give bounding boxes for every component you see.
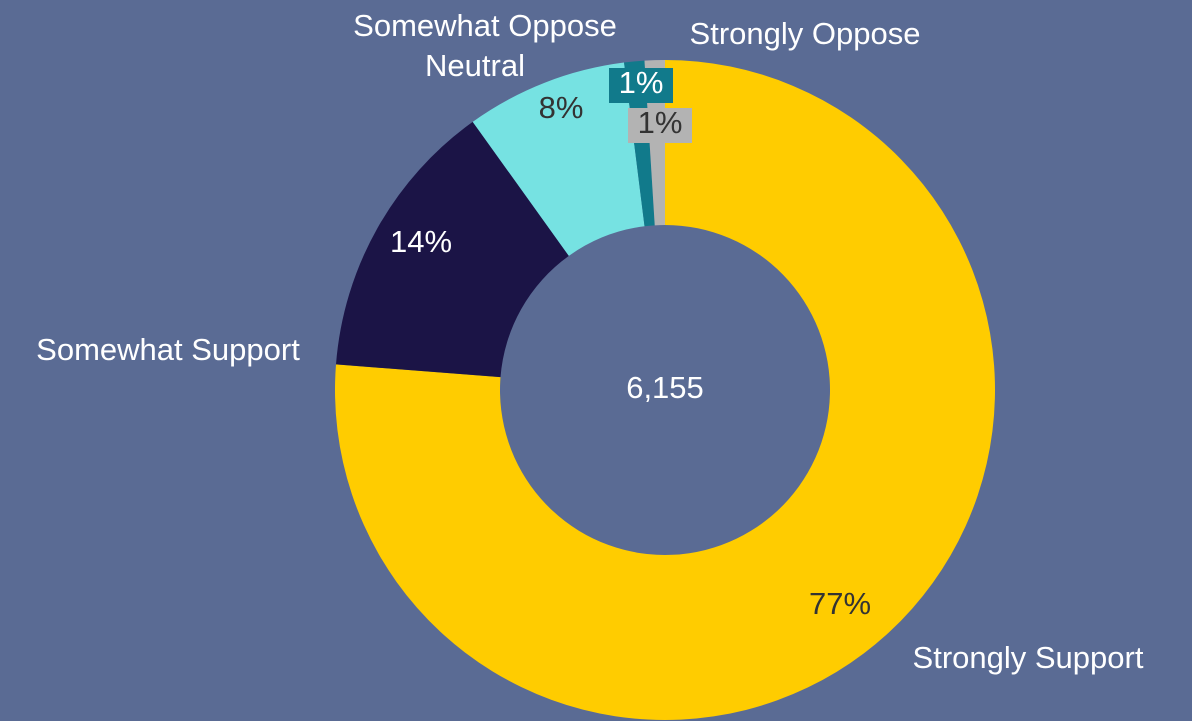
slice-strongly-support (335, 60, 995, 720)
value-label-strongly-oppose: 1% (638, 105, 683, 140)
slice-neutral (472, 62, 645, 256)
category-label-neutral: Neutral (425, 48, 525, 83)
donut-center-total: 6,155 (626, 370, 704, 405)
category-label-somewhat-support: Somewhat Support (36, 332, 300, 367)
donut-category-labels: Strongly Support Somewhat Support Neutral S… (36, 8, 1144, 675)
value-label-neutral: 8% (539, 90, 584, 125)
category-label-strongly-support: Strongly Support (913, 640, 1144, 675)
value-label-box-strongly-oppose (628, 108, 692, 143)
slice-somewhat-support (335, 121, 569, 378)
donut-value-labels: 77% 14% 8% 1% 1% (390, 65, 871, 621)
value-label-box-somewhat-oppose (609, 68, 673, 103)
value-label-somewhat-oppose: 1% (619, 65, 664, 100)
category-label-strongly-oppose: Strongly Oppose (690, 16, 921, 51)
category-label-somewhat-oppose: Somewhat Oppose (353, 8, 617, 43)
value-label-strongly-support: 77% (809, 586, 871, 621)
value-label-somewhat-support: 14% (390, 224, 452, 259)
